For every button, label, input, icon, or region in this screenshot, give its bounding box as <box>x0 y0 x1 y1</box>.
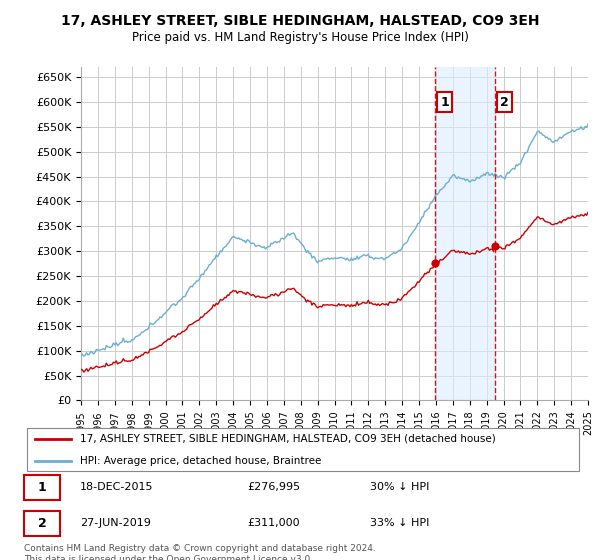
Text: 2: 2 <box>500 96 509 109</box>
FancyBboxPatch shape <box>27 428 579 471</box>
Text: 17, ASHLEY STREET, SIBLE HEDINGHAM, HALSTEAD, CO9 3EH (detached house): 17, ASHLEY STREET, SIBLE HEDINGHAM, HALS… <box>80 434 496 444</box>
Point <box>430 258 440 267</box>
Text: 18-DEC-2015: 18-DEC-2015 <box>80 482 154 492</box>
Text: 1: 1 <box>38 481 47 494</box>
Bar <box>435 67 495 400</box>
Text: 1: 1 <box>440 96 449 109</box>
Text: 2: 2 <box>38 517 47 530</box>
Text: £311,000: £311,000 <box>247 519 300 529</box>
Text: £276,995: £276,995 <box>247 482 301 492</box>
Text: HPI: Average price, detached house, Braintree: HPI: Average price, detached house, Brai… <box>80 456 321 466</box>
Text: Contains HM Land Registry data © Crown copyright and database right 2024.
This d: Contains HM Land Registry data © Crown c… <box>24 544 376 560</box>
Text: 27-JUN-2019: 27-JUN-2019 <box>80 519 151 529</box>
Text: 17, ASHLEY STREET, SIBLE HEDINGHAM, HALSTEAD, CO9 3EH: 17, ASHLEY STREET, SIBLE HEDINGHAM, HALS… <box>61 14 539 28</box>
Text: 33% ↓ HPI: 33% ↓ HPI <box>370 519 430 529</box>
Text: 30% ↓ HPI: 30% ↓ HPI <box>370 482 430 492</box>
FancyBboxPatch shape <box>24 511 60 536</box>
Point <box>490 241 500 250</box>
FancyBboxPatch shape <box>24 475 60 500</box>
Text: Price paid vs. HM Land Registry's House Price Index (HPI): Price paid vs. HM Land Registry's House … <box>131 31 469 44</box>
